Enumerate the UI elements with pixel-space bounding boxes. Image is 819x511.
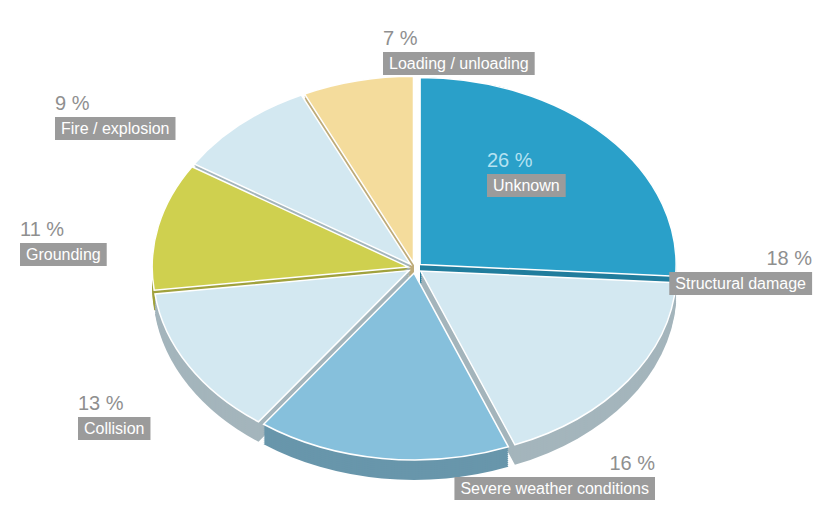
data-label: 26 % — [487, 149, 533, 171]
category-label: Structural damage — [669, 272, 812, 295]
category-label: Unknown — [487, 174, 566, 197]
category-label-text: Structural damage — [675, 275, 806, 292]
label-box — [383, 52, 535, 75]
label-box — [78, 417, 150, 440]
slice — [304, 76, 413, 263]
category-label-text: Collision — [84, 420, 144, 437]
data-label: 16 % — [609, 452, 655, 474]
data-label: 9 % — [55, 92, 90, 114]
chart: 26 % Unknown 18 % Structural damage 16 % Seve… — [0, 0, 819, 511]
category-label: Severe weather conditions — [454, 477, 655, 500]
category-label: Loading / unloading — [383, 52, 535, 75]
category-label: Collision — [78, 417, 150, 440]
slice — [155, 271, 409, 422]
category-label-text: Fire / explosion — [61, 120, 170, 137]
slice-side — [420, 78, 676, 277]
label-box — [669, 272, 812, 295]
data-label: 18 % — [766, 247, 812, 269]
data-label: 13 % — [78, 392, 124, 414]
category-label-text: Loading / unloading — [389, 55, 529, 72]
category-label-text: Unknown — [493, 177, 560, 194]
pie — [152, 76, 676, 460]
slice — [420, 78, 676, 277]
category-label-text: Grounding — [26, 246, 101, 263]
category-label-text: Severe weather conditions — [460, 480, 649, 497]
data-label: 7 % — [383, 27, 418, 49]
pie-sides — [152, 76, 676, 480]
category-label: Fire / explosion — [55, 117, 176, 140]
label-box — [55, 117, 176, 140]
labels: 26 % Unknown 18 % Structural damage 16 % Seve… — [20, 27, 812, 500]
label-box — [487, 174, 566, 197]
label-box — [454, 477, 655, 500]
label-box — [20, 243, 107, 266]
category-label: Grounding — [20, 243, 107, 266]
data-label: 11 % — [20, 218, 64, 240]
